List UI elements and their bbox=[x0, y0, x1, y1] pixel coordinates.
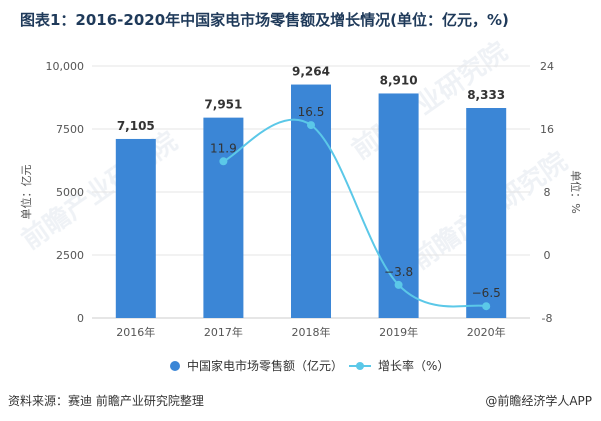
right-tick-label: 8 bbox=[544, 186, 551, 199]
right-axis-ticks: -8 0 8 16 24 bbox=[540, 60, 554, 325]
x-tick-label: 2020年 bbox=[467, 325, 506, 339]
left-tick-label: 0 bbox=[77, 312, 84, 325]
right-axis-label: 单位：% bbox=[569, 170, 583, 213]
right-tick-label: -8 bbox=[542, 312, 553, 325]
growth-value-label: 16.5 bbox=[298, 105, 325, 119]
bar-value-label: 7,105 bbox=[117, 119, 155, 133]
bar bbox=[378, 93, 419, 318]
right-tick-label: 16 bbox=[540, 123, 554, 136]
growth-value-label: 11.9 bbox=[210, 141, 237, 155]
bar-value-label: 8,333 bbox=[467, 88, 505, 102]
legend-line-label: 增长率（%） bbox=[378, 358, 449, 373]
chart-title: 图表1：2016-2020年中国家电市场零售额及增长情况(单位：亿元，%) bbox=[20, 11, 509, 29]
legend: 中国家电市场零售额（亿元） 增长率（%） bbox=[170, 358, 449, 373]
x-tick-label: 2017年 bbox=[204, 325, 243, 339]
bar-data-labels: 7,105 7,951 9,264 8,910 8,333 bbox=[117, 65, 505, 133]
bar bbox=[466, 108, 507, 319]
left-tick-label: 7500 bbox=[56, 123, 84, 136]
right-tick-label: 24 bbox=[540, 60, 554, 73]
growth-line bbox=[222, 118, 487, 308]
bar-value-label: 8,910 bbox=[380, 73, 418, 87]
growth-point bbox=[482, 302, 491, 311]
source-note: 资料来源：赛迪 前瞻产业研究院整理 bbox=[8, 393, 204, 408]
left-tick-label: 5000 bbox=[56, 186, 84, 199]
legend-bar-marker bbox=[170, 361, 180, 371]
bar-value-label: 7,951 bbox=[204, 98, 242, 112]
x-tick-label: 2019年 bbox=[379, 325, 418, 339]
bar bbox=[115, 138, 156, 318]
legend-bar-label: 中国家电市场零售额（亿元） bbox=[187, 358, 343, 373]
bar-series bbox=[115, 84, 507, 319]
growth-value-label: −6.5 bbox=[472, 286, 501, 300]
x-axis-ticks: 2016年 2017年 2018年 2019年 2020年 bbox=[116, 325, 505, 339]
brand-credit: @前瞻经济学人APP bbox=[485, 393, 592, 408]
growth-value-label: −3.8 bbox=[384, 265, 413, 279]
growth-point bbox=[219, 157, 228, 166]
growth-point bbox=[394, 280, 403, 289]
bar-value-label: 9,264 bbox=[292, 65, 330, 79]
x-tick-label: 2018年 bbox=[292, 325, 331, 339]
watermark-text-3: 前瞻产业研究院 bbox=[16, 126, 183, 256]
left-axis-label: 单位：亿元 bbox=[19, 165, 33, 220]
left-tick-label: 2500 bbox=[56, 249, 84, 262]
left-tick-label: 10,000 bbox=[46, 60, 85, 73]
left-axis-ticks: 0 2500 5000 7500 10,000 bbox=[46, 60, 85, 325]
growth-point bbox=[307, 121, 315, 130]
right-tick-label: 0 bbox=[544, 249, 551, 262]
line-series: 11.9 16.5 −3.8 −6.5 bbox=[210, 105, 501, 311]
x-tick-label: 2016年 bbox=[116, 325, 155, 339]
legend-line-marker bbox=[356, 362, 364, 370]
